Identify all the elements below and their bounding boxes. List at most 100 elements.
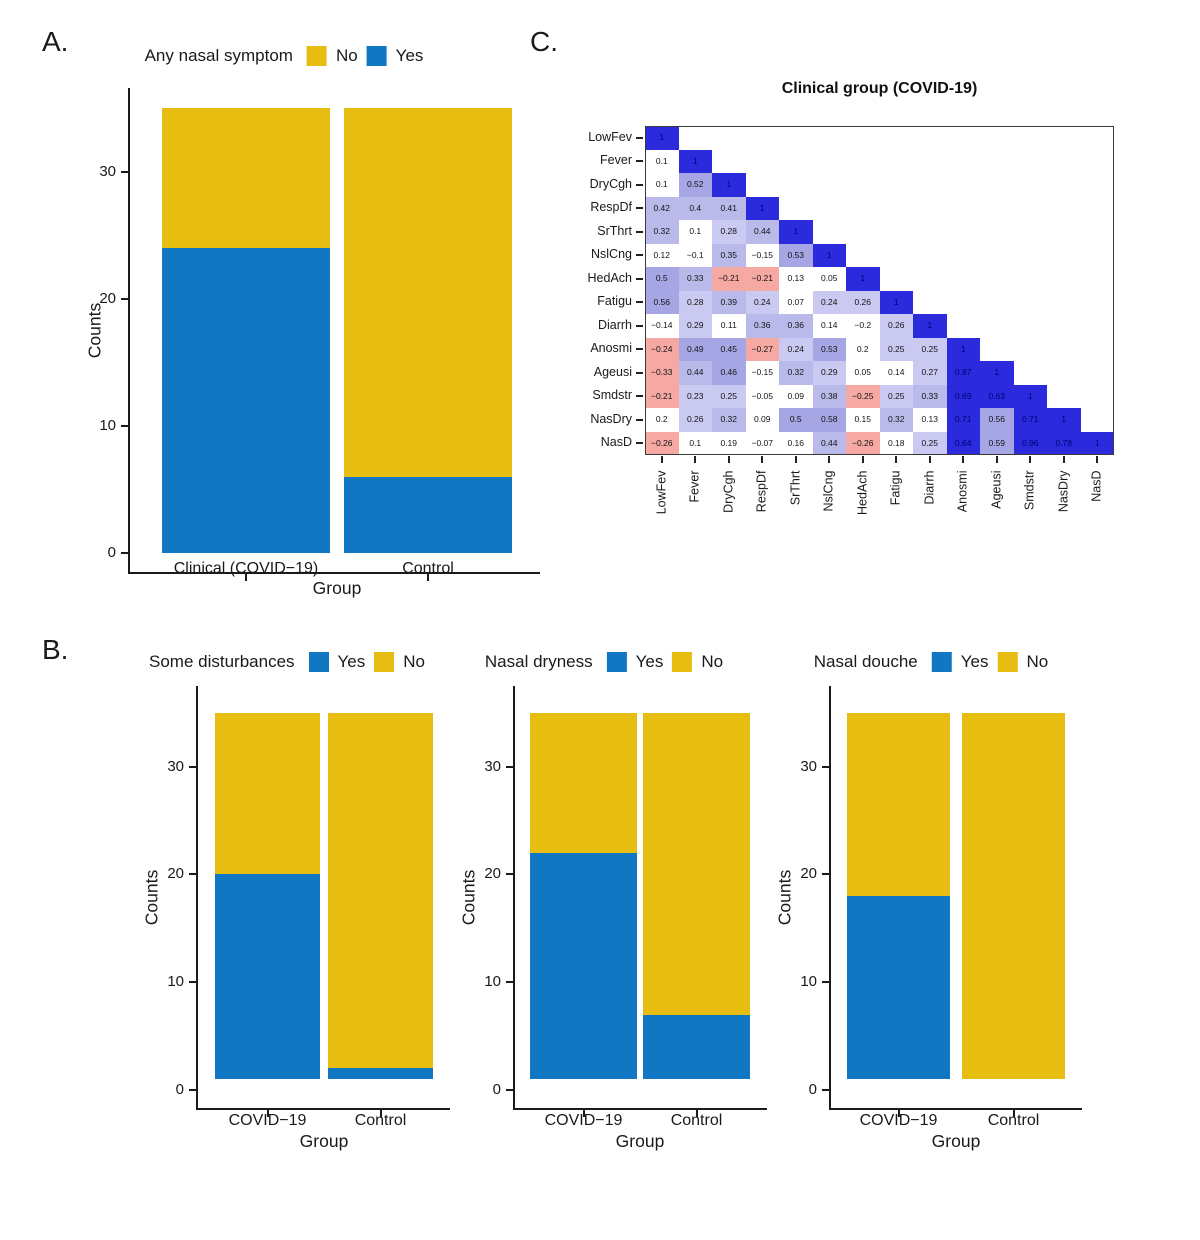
heatmap-row-label: Anosmi: [590, 341, 632, 356]
axis-x: [196, 1108, 450, 1110]
y-tick-label: 10: [99, 416, 116, 434]
heatmap-cell: 0.35: [712, 243, 746, 267]
y-tick: [121, 552, 128, 554]
bar-segment-no: [344, 108, 512, 477]
heatmap-cell: 0.24: [745, 290, 779, 314]
legend-title: Some disturbances: [149, 652, 295, 671]
heatmap-cell: 0.41: [712, 196, 746, 220]
heatmap-cell: 0.87: [946, 361, 980, 385]
heatmap-cell: 0.05: [846, 361, 880, 385]
x-tick: [1012, 1110, 1015, 1117]
heatmap-col-label: Smdstr: [1022, 470, 1037, 511]
y-tick: [506, 873, 513, 876]
heatmap-cell: 0.58: [812, 408, 846, 432]
y-tick: [189, 1089, 196, 1091]
heatmap-col-tick: [828, 456, 831, 463]
heatmap-cell: 0.2: [645, 408, 679, 432]
heatmap-row-tick: [636, 207, 643, 210]
bar-segment-no: [328, 712, 433, 1069]
heatmap-row-tick: [636, 418, 643, 421]
legend-label-no: No: [403, 652, 425, 671]
axis-y: [128, 88, 130, 572]
heatmap-cell: 0.07: [779, 290, 813, 314]
heatmap-cell: −0.15: [745, 361, 779, 385]
heatmap-col-tick: [861, 456, 864, 463]
heatmap-cell: 0.25: [879, 337, 913, 361]
heatmap-cell: 0.5: [645, 267, 679, 291]
bar-segment-no: [847, 712, 950, 896]
axis-x: [513, 1108, 767, 1110]
heatmap-cell: 0.53: [779, 243, 813, 267]
heatmap-col-label: Fever: [687, 470, 702, 503]
heatmap-cell: 0.1: [678, 220, 712, 244]
heatmap-col-tick: [794, 456, 797, 463]
heatmap-row-tick: [636, 136, 643, 139]
x-category-label: COVID−19: [228, 1112, 307, 1129]
x-category-label: Control: [987, 1112, 1040, 1129]
x-tick: [695, 1110, 698, 1117]
legend-label-no: No: [335, 46, 358, 65]
bar-segment-yes: [530, 852, 637, 1080]
panel_b2-legend: Nasal dryness Yes No: [485, 652, 723, 672]
x-category-label: Control: [402, 560, 454, 577]
heatmap-cell: 0.56: [980, 408, 1014, 432]
axis-x: [128, 572, 540, 574]
heatmap-row-label: Fever: [600, 153, 632, 168]
y-axis-title: Counts: [774, 869, 795, 926]
heatmap-col-tick: [928, 456, 931, 463]
heatmap-cell: 0.69: [946, 384, 980, 408]
heatmap-col-label: NslCng: [821, 470, 836, 512]
heatmap-row-label: HedAch: [587, 270, 632, 285]
y-tick: [506, 1089, 513, 1091]
heatmap-row-tick: [636, 324, 643, 327]
heatmap-col-tick: [995, 456, 998, 463]
heatmap-col-label: NasD: [1089, 470, 1104, 502]
heatmap-row-label: NasDry: [590, 411, 632, 426]
bar-segment-no: [215, 712, 320, 875]
heatmap-cell: −0.24: [645, 337, 679, 361]
y-tick-label: 30: [99, 162, 116, 180]
heatmap-cell: 1: [1013, 384, 1047, 408]
heatmap-cell: 0.2: [846, 337, 880, 361]
x-axis-title: Group: [931, 1131, 981, 1151]
heatmap-row-label: Ageusi: [593, 364, 632, 379]
heatmap-cell: 0.1: [645, 173, 679, 197]
x-category-label: COVID−19: [544, 1112, 623, 1129]
heatmap-cell: 0.11: [712, 314, 746, 338]
heatmap-col-tick: [660, 456, 663, 463]
heatmap-cell: 0.32: [645, 220, 679, 244]
x-axis-title: Group: [299, 1131, 349, 1151]
y-axis-title: Counts: [458, 869, 479, 926]
heatmap-cell: 0.63: [980, 384, 1014, 408]
y-tick-label: 10: [167, 973, 184, 991]
heatmap-cell: 0.46: [712, 361, 746, 385]
heatmap-cell: 0.26: [879, 314, 913, 338]
heatmap-col-label: RespDf: [754, 470, 769, 513]
heatmap-cell: −0.07: [745, 431, 779, 455]
heatmap-cell: 0.15: [846, 408, 880, 432]
heatmap-cell: 0.49: [678, 337, 712, 361]
heatmap-cell: 0.36: [779, 314, 813, 338]
y-tick-label: 0: [175, 1081, 184, 1098]
y-tick-label: 10: [800, 973, 817, 991]
legend-swatch-no: [672, 652, 693, 672]
heatmap-col-tick: [761, 456, 764, 463]
heatmap-cell: 1: [745, 196, 779, 220]
heatmap-cell: 0.19: [712, 431, 746, 455]
heatmap-cell: 0.44: [745, 220, 779, 244]
heatmap-cell: 0.44: [678, 361, 712, 385]
heatmap-row-tick: [636, 160, 643, 163]
heatmap-cell: 0.38: [812, 384, 846, 408]
legend-label-no: No: [701, 652, 724, 671]
y-tick-label: 20: [800, 865, 817, 883]
heatmap-cell: 0.29: [812, 361, 846, 385]
legend-label-yes: Yes: [960, 652, 989, 671]
panel_a-legend: Any nasal symptom No Yes: [145, 46, 423, 66]
x-tick: [582, 1110, 585, 1117]
panel_b3-legend: Nasal douche Yes No: [814, 652, 1048, 672]
heatmap-cell: 0.1: [645, 149, 679, 173]
y-tick-label: 20: [167, 865, 184, 883]
heatmap-cell: 0.32: [779, 361, 813, 385]
heatmap-cell: 1: [846, 267, 880, 291]
heatmap-cell: 0.59: [980, 431, 1014, 455]
